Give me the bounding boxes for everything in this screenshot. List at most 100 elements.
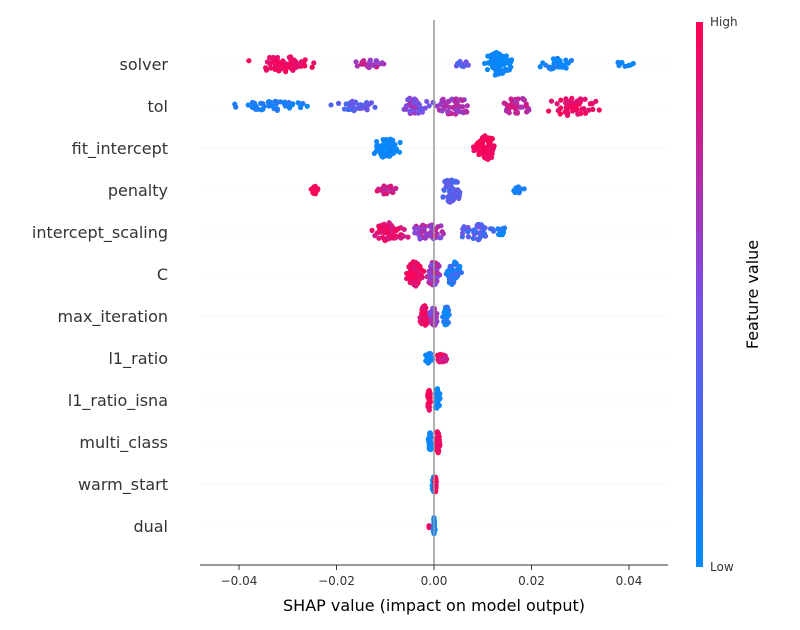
shap-point-solver [373, 57, 379, 64]
shap-point-C [447, 263, 453, 269]
shap-point-tol [405, 97, 411, 103]
shap-point-penalty [452, 194, 458, 200]
shap-point-tol [411, 104, 417, 110]
shap-point-solver [269, 55, 275, 61]
feature-label: multi_class [79, 433, 168, 453]
shap-point-fit_intercept [486, 145, 493, 151]
shap-point-max_iteration [427, 309, 433, 316]
shap-point-tol [249, 104, 255, 111]
x-tick-label: −0.02 [318, 574, 355, 588]
shap-point-tol [546, 108, 552, 114]
shap-point-solver [492, 66, 499, 72]
shap-point-penalty [512, 189, 518, 196]
shap-point-intercept_scaling [498, 227, 504, 233]
shap-point-tol [463, 108, 469, 114]
shap-point-max_iteration [417, 314, 423, 321]
x-tick-label: 0.02 [518, 574, 545, 588]
shap-dots [232, 49, 636, 537]
shap-point-C [446, 269, 452, 275]
shap-point-solver [619, 59, 625, 66]
shap-point-intercept_scaling [435, 224, 441, 230]
shap-point-intercept_scaling [482, 225, 488, 231]
shap-point-tol [554, 101, 560, 107]
shap-point-fit_intercept [381, 145, 387, 151]
shap-point-tol [304, 103, 310, 109]
shap-point-solver [482, 60, 488, 67]
shap-point-l1_ratio_isna [425, 390, 431, 396]
shap-point-C [411, 274, 417, 280]
colorbar-gradient [696, 22, 703, 567]
shap-point-C [412, 259, 419, 265]
shap-point-penalty [441, 187, 447, 193]
shap-point-tol [512, 98, 519, 104]
shap-point-intercept_scaling [415, 225, 422, 231]
shap-point-solver [297, 60, 303, 67]
x-axis-title: SHAP value (impact on model output) [283, 596, 585, 615]
shap-point-tol [424, 98, 430, 105]
shap-point-intercept_scaling [417, 235, 423, 241]
shap-point-solver [543, 62, 549, 68]
shap-point-penalty [516, 190, 522, 196]
shap-point-multi_class [434, 445, 440, 451]
feature-label: C [157, 265, 168, 284]
shap-point-tol [430, 99, 436, 105]
shap-point-multi_class [435, 431, 441, 437]
shap-point-penalty [521, 186, 527, 192]
shap-point-max_iteration [442, 318, 449, 324]
feature-label: intercept_scaling [32, 223, 168, 243]
shap-point-tol [245, 102, 251, 108]
colorbar-title: Feature value [743, 240, 762, 349]
x-axis: −0.04 −0.02 0.00 0.02 0.04 [200, 564, 668, 588]
shap-point-C [418, 273, 425, 279]
shap-point-fit_intercept [489, 151, 495, 157]
shap-point-penalty [383, 186, 389, 192]
shap-point-tol [512, 106, 518, 112]
feature-label: l1_ratio_isna [68, 391, 168, 411]
shap-point-penalty [447, 199, 453, 205]
shap-point-intercept_scaling [427, 223, 434, 230]
shap-point-solver [286, 54, 292, 60]
shap-point-tol [575, 111, 581, 117]
shap-point-tol [439, 97, 445, 103]
shap-point-intercept_scaling [422, 235, 429, 241]
shap-point-intercept_scaling [394, 234, 400, 240]
shap-point-tol [258, 100, 264, 107]
shap-point-tol [253, 106, 259, 112]
shap-point-max_iteration [422, 321, 429, 327]
shap-point-tol [508, 96, 514, 102]
shap-point-multi_class [426, 442, 432, 449]
shap-point-l1_ratio_isna [426, 400, 432, 406]
shap-point-C [413, 283, 419, 289]
shap-point-solver [506, 67, 513, 73]
shap-point-C [452, 259, 458, 265]
shap-point-intercept_scaling [487, 226, 494, 232]
shap-point-tol [426, 103, 432, 109]
shap-point-tol [582, 96, 588, 102]
shap-point-tol [422, 105, 428, 111]
shap-point-C [416, 263, 422, 269]
shap-point-solver [366, 59, 373, 65]
shap-point-intercept_scaling [401, 233, 407, 239]
shap-point-solver [311, 60, 317, 66]
shap-point-tol [372, 104, 378, 110]
shap-point-tol [407, 108, 413, 114]
shap-point-solver [278, 66, 285, 72]
feature-label: warm_start [78, 475, 168, 495]
shap-point-solver [537, 64, 543, 70]
shap-point-solver [353, 59, 359, 65]
shap-point-intercept_scaling [389, 224, 395, 230]
shap-point-intercept_scaling [377, 225, 383, 232]
shap-point-tol [349, 101, 355, 107]
shap-point-tol [353, 106, 359, 112]
shap-point-tol [575, 98, 581, 105]
shap-point-dual [426, 524, 432, 531]
shap-point-l1_ratio_isna [433, 400, 439, 406]
shap-point-intercept_scaling [476, 224, 482, 230]
shap-point-tol [335, 100, 342, 106]
shap-point-C [434, 263, 440, 269]
shap-point-l1_ratio_isna [434, 388, 440, 394]
shap-point-tol [557, 111, 563, 117]
shap-point-tol [411, 100, 417, 107]
shap-point-tol [364, 107, 370, 113]
